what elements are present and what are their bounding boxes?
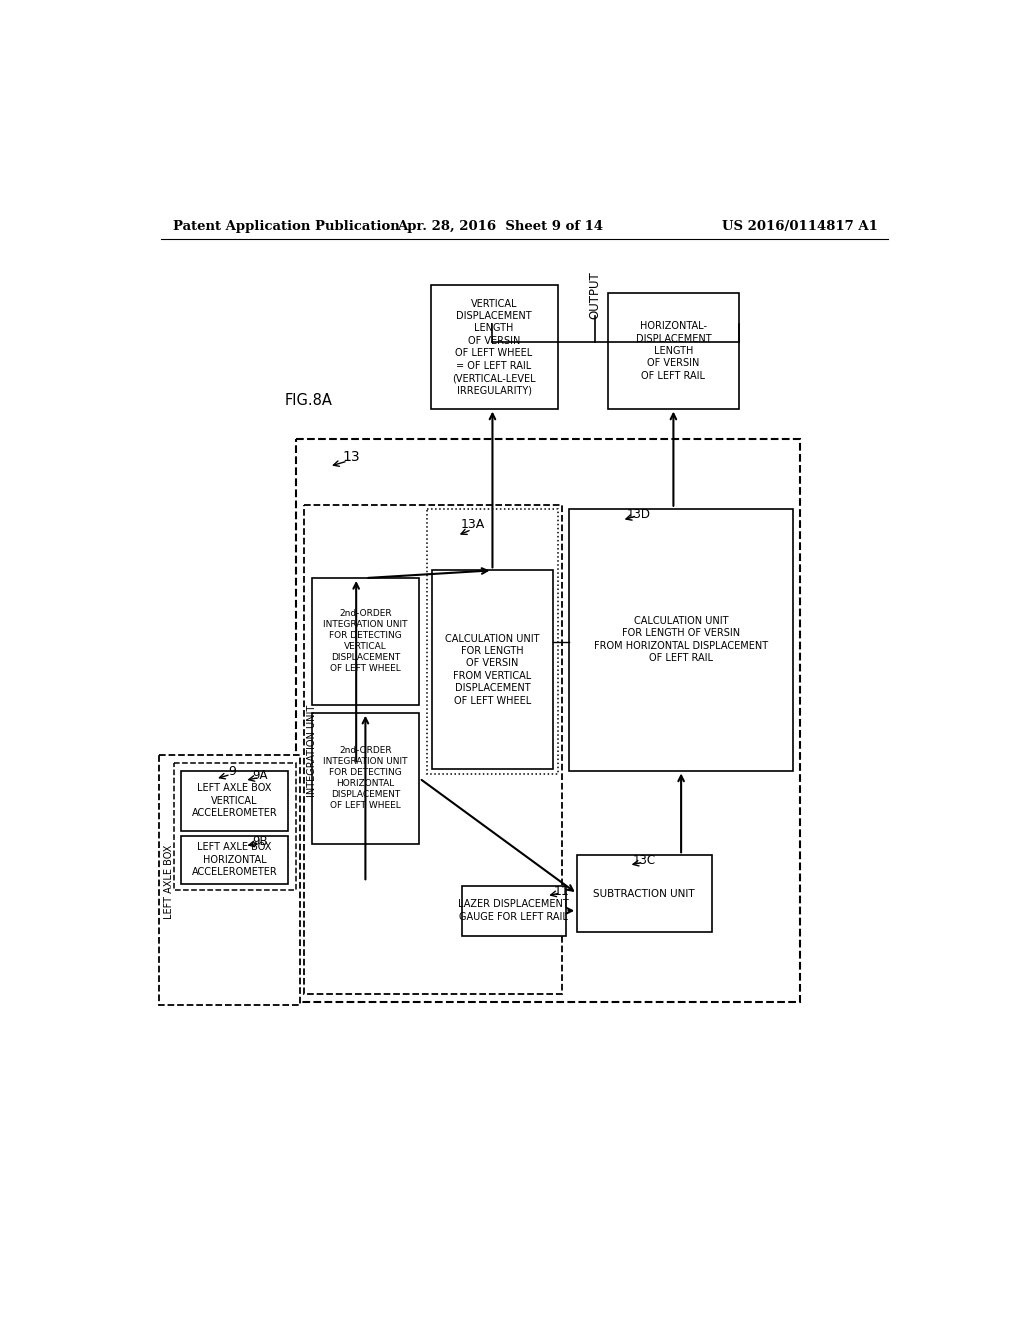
- Bar: [608, 293, 739, 409]
- Bar: [311, 713, 419, 843]
- Bar: [159, 755, 300, 1006]
- Text: SUBTRACTION UNIT: SUBTRACTION UNIT: [593, 888, 695, 899]
- Text: VERTICAL
DISPLACEMENT
LENGTH
OF VERSIN
OF LEFT WHEEL
= OF LEFT RAIL
(VERTICAL-LE: VERTICAL DISPLACEMENT LENGTH OF VERSIN O…: [453, 298, 536, 396]
- Bar: [296, 440, 801, 1002]
- Text: INTEGRATION UNIT: INTEGRATION UNIT: [306, 705, 316, 797]
- Bar: [569, 508, 793, 771]
- Text: LAZER DISPLACEMENT
GAUGE FOR LEFT RAIL: LAZER DISPLACEMENT GAUGE FOR LEFT RAIL: [458, 899, 568, 921]
- Text: Patent Application Publication: Patent Application Publication: [173, 219, 399, 232]
- Text: 13C: 13C: [633, 854, 655, 867]
- Text: CALCULATION UNIT
FOR LENGTH OF VERSIN
FROM HORIZONTAL DISPLACEMENT
OF LEFT RAIL: CALCULATION UNIT FOR LENGTH OF VERSIN FR…: [594, 616, 768, 663]
- Text: Apr. 28, 2016  Sheet 9 of 14: Apr. 28, 2016 Sheet 9 of 14: [397, 219, 603, 232]
- Text: 9: 9: [228, 764, 237, 777]
- Bar: [180, 771, 289, 830]
- Text: 9A: 9A: [252, 770, 267, 783]
- Bar: [462, 886, 565, 936]
- Bar: [427, 508, 558, 775]
- Bar: [304, 506, 562, 994]
- Text: 13: 13: [342, 450, 359, 465]
- Text: US 2016/0114817 A1: US 2016/0114817 A1: [722, 219, 878, 232]
- Bar: [174, 763, 296, 890]
- Text: 13A: 13A: [461, 519, 485, 532]
- Text: HORIZONTAL-
DISPLACEMENT
LENGTH
OF VERSIN
OF LEFT RAIL: HORIZONTAL- DISPLACEMENT LENGTH OF VERSI…: [636, 321, 712, 380]
- Text: 2nd-ORDER
INTEGRATION UNIT
FOR DETECTING
VERTICAL
DISPLACEMENT
OF LEFT WHEEL: 2nd-ORDER INTEGRATION UNIT FOR DETECTING…: [324, 609, 408, 673]
- Bar: [578, 855, 712, 932]
- Text: FIG.8A: FIG.8A: [285, 393, 333, 408]
- Text: LEFT AXLE BOX: LEFT AXLE BOX: [164, 845, 174, 920]
- Text: 2nd-ORDER
INTEGRATION UNIT
FOR DETECTING
HORIZONTAL
DISPLACEMENT
OF LEFT WHEEL: 2nd-ORDER INTEGRATION UNIT FOR DETECTING…: [324, 746, 408, 810]
- Text: OUTPUT: OUTPUT: [589, 272, 601, 319]
- Bar: [431, 285, 558, 409]
- Text: CALCULATION UNIT
FOR LENGTH
OF VERSIN
FROM VERTICAL
DISPLACEMENT
OF LEFT WHEEL: CALCULATION UNIT FOR LENGTH OF VERSIN FR…: [445, 634, 540, 706]
- Bar: [311, 578, 419, 705]
- Bar: [432, 570, 553, 770]
- Text: 13D: 13D: [627, 508, 651, 520]
- Text: LEFT AXLE BOX
VERTICAL
ACCELEROMETER: LEFT AXLE BOX VERTICAL ACCELEROMETER: [191, 783, 278, 818]
- Text: 11: 11: [554, 884, 569, 898]
- Bar: [180, 836, 289, 884]
- Text: 9B: 9B: [252, 834, 267, 847]
- Text: LEFT AXLE BOX
HORIZONTAL
ACCELEROMETER: LEFT AXLE BOX HORIZONTAL ACCELEROMETER: [191, 842, 278, 878]
